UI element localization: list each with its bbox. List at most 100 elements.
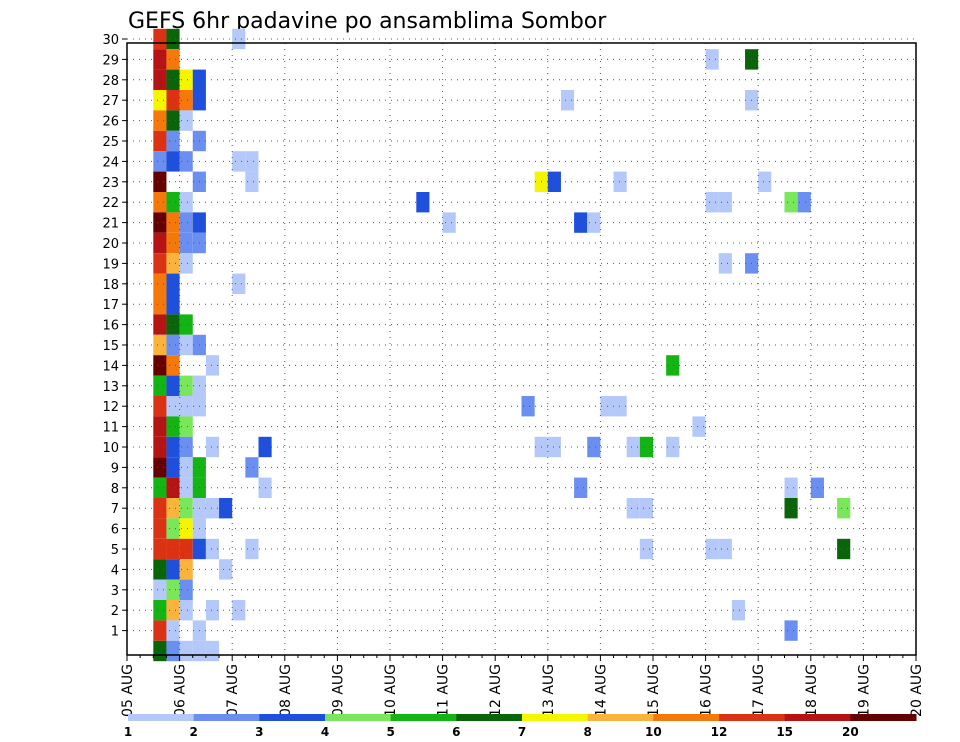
- precip-cell: [153, 498, 167, 519]
- colorbar-tick-label: 6: [452, 725, 460, 739]
- precip-cell: [153, 334, 167, 356]
- precip-cell: [153, 130, 167, 152]
- y-tick-label: 27: [102, 94, 119, 109]
- precip-cell: [784, 192, 798, 213]
- precip-cell: [166, 69, 180, 90]
- precip-cell: [153, 232, 167, 254]
- precip-cell: [179, 396, 193, 417]
- plot-frame: [126, 42, 917, 656]
- x-tick-label: 14 AUG: [593, 664, 609, 717]
- precip-cell: [245, 151, 259, 172]
- x-tick-label: 15 AUG: [646, 664, 662, 717]
- precip-cell: [166, 192, 180, 213]
- precip-cell: [153, 620, 167, 641]
- precip-cell: [166, 620, 180, 641]
- y-tick-label: 21: [102, 217, 119, 232]
- y-tick-label: 2: [111, 604, 119, 619]
- precip-cell: [153, 375, 167, 396]
- precip-cell: [639, 498, 653, 519]
- precip-cell: [666, 436, 680, 458]
- colorbar-segment: [653, 714, 720, 721]
- colorbar-tick-label: 5: [386, 725, 394, 739]
- precip-cell: [166, 110, 180, 131]
- precip-cell: [179, 151, 193, 172]
- precip-cell: [153, 171, 167, 192]
- y-tick-label: 29: [102, 53, 119, 68]
- precip-cell: [166, 375, 180, 396]
- precip-cell: [179, 436, 193, 458]
- colorbar-tick-label: 12: [711, 725, 728, 739]
- y-tick-label: 28: [102, 74, 119, 89]
- precip-cell: [547, 436, 561, 458]
- y-tick-label: 3: [111, 584, 119, 599]
- x-tick-label: 07 AUG: [225, 664, 241, 717]
- precip-cell: [153, 579, 167, 600]
- y-tick-label: 15: [102, 339, 119, 354]
- precip-cell: [166, 640, 180, 662]
- colorbar-segment: [719, 714, 786, 721]
- precip-cell: [166, 232, 180, 254]
- precip-cell: [613, 171, 627, 192]
- precip-cell: [232, 28, 246, 50]
- precipitation-cells: [153, 28, 851, 662]
- precip-cell: [179, 600, 193, 621]
- precip-cell: [153, 538, 167, 560]
- precip-cell: [626, 436, 640, 458]
- precip-cell: [166, 130, 180, 152]
- precip-cell: [205, 600, 220, 621]
- colorbar-tick-label: 20: [842, 725, 859, 739]
- colorbar-tick-label: 15: [776, 725, 793, 739]
- precip-cell: [166, 355, 180, 376]
- precip-cell: [153, 192, 167, 213]
- precip-cell: [547, 171, 561, 192]
- precip-cell: [521, 396, 535, 417]
- colorbar-segment: [128, 714, 195, 721]
- colorbar-tick-label: 8: [583, 725, 591, 739]
- y-tick-label: 22: [102, 196, 119, 211]
- precip-cell: [166, 396, 180, 417]
- precip-cell: [192, 640, 206, 662]
- y-tick-label: 14: [102, 359, 119, 374]
- colorbar-segment: [784, 714, 851, 721]
- precip-cell: [153, 110, 167, 131]
- precip-cell: [179, 559, 193, 580]
- precip-cell: [179, 457, 193, 478]
- precip-cell: [245, 171, 259, 192]
- precip-cell: [600, 396, 614, 417]
- precip-cell: [153, 355, 167, 376]
- y-tick-label: 23: [102, 176, 119, 191]
- precip-cell: [166, 498, 180, 519]
- precip-cell: [153, 253, 167, 274]
- precip-cell: [219, 559, 233, 580]
- precip-cell: [179, 518, 193, 539]
- colorbar-tick-label: 3: [255, 725, 263, 739]
- precip-cell: [166, 294, 180, 315]
- colorbar-segment: [193, 714, 260, 721]
- precip-cell: [153, 640, 167, 662]
- precip-cell: [179, 498, 193, 519]
- precip-cell: [153, 518, 167, 539]
- precip-cell: [705, 538, 719, 560]
- precip-cell: [219, 498, 233, 519]
- precip-cell: [205, 355, 220, 376]
- x-tick-label: 05 AUG: [120, 664, 136, 717]
- precip-cell: [837, 538, 851, 560]
- precip-cell: [613, 396, 627, 417]
- precip-cell: [153, 151, 167, 172]
- precip-cell: [153, 69, 167, 90]
- precip-cell: [153, 212, 167, 233]
- precip-cell: [166, 253, 180, 274]
- precip-cell: [153, 396, 167, 417]
- y-tick-label: 30: [102, 33, 119, 48]
- precip-cell: [166, 416, 180, 437]
- precip-cell: [179, 375, 193, 396]
- precip-cell: [179, 110, 193, 131]
- precip-cell: [153, 28, 167, 50]
- precip-cell: [166, 559, 180, 580]
- colorbar-tick-label: 2: [189, 725, 197, 739]
- precip-cell: [179, 192, 193, 213]
- y-tick-label: 25: [102, 135, 119, 150]
- precip-cell: [232, 151, 246, 172]
- precip-cell: [245, 538, 259, 560]
